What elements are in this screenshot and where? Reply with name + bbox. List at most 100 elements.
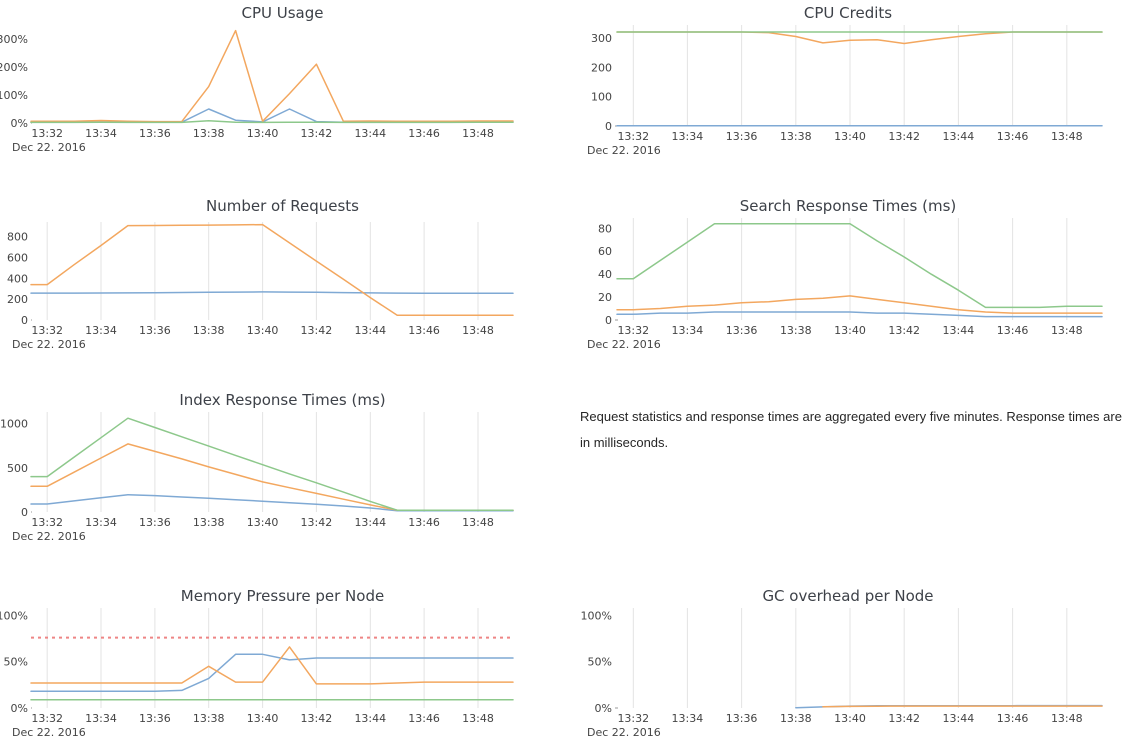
svg-text:13:32: 13:32 <box>31 324 63 337</box>
svg-text:0%: 0% <box>595 702 612 715</box>
memory-pressure-chart[interactable]: 0% 50% 100% 13:32 13:34 13:36 13:38 13:40 13:42 1… <box>0 605 565 741</box>
svg-text:13:40: 13:40 <box>247 324 279 337</box>
svg-text:13:48: 13:48 <box>1051 324 1083 337</box>
index-response-times-chart[interactable]: 0 500 1000 13:32 13:34 13:36 13:38 13:40 13:42 13… <box>0 409 565 549</box>
svg-text:13:44: 13:44 <box>943 712 975 725</box>
svg-text:13:46: 13:46 <box>408 324 440 337</box>
svg-text:13:40: 13:40 <box>247 516 279 529</box>
chart-title-memory-pressure: Memory Pressure per Node <box>180 587 385 605</box>
svg-text:13:34: 13:34 <box>85 712 117 725</box>
svg-text:100%: 100% <box>0 89 28 102</box>
svg-text:Dec 22. 2016: Dec 22. 2016 <box>12 141 86 154</box>
svg-text:13:48: 13:48 <box>462 127 494 140</box>
svg-text:13:36: 13:36 <box>726 324 758 337</box>
svg-text:13:46: 13:46 <box>997 324 1029 337</box>
svg-text:13:40: 13:40 <box>834 324 866 337</box>
svg-text:13:34: 13:34 <box>672 712 704 725</box>
svg-text:Dec 22. 2016: Dec 22. 2016 <box>587 726 661 739</box>
svg-text:0%: 0% <box>11 117 28 130</box>
number-of-requests-chart[interactable]: 0 200 400 600 800 13:32 13:34 13:36 13:38 13:40 13… <box>0 215 565 355</box>
svg-text:13:36: 13:36 <box>139 516 171 529</box>
svg-text:200: 200 <box>7 293 28 306</box>
svg-text:13:34: 13:34 <box>672 324 704 337</box>
svg-text:0: 0 <box>21 314 28 327</box>
svg-text:13:38: 13:38 <box>193 516 225 529</box>
search-response-times-panel: Search Response Times (ms) 0 20 40 60 80 13:3… <box>565 193 1131 387</box>
svg-text:13:36: 13:36 <box>139 324 171 337</box>
svg-text:0: 0 <box>605 314 612 327</box>
chart-title-gc-overhead: GC overhead per Node <box>762 587 934 605</box>
svg-text:100: 100 <box>591 91 612 104</box>
cpu-usage-chart[interactable]: 0% 100% 200% 300% 13:32 13:34 13:36 13:38 13:40 1… <box>0 22 565 162</box>
svg-text:13:32: 13:32 <box>31 516 63 529</box>
svg-text:13:32: 13:32 <box>617 712 649 725</box>
svg-text:13:42: 13:42 <box>301 516 333 529</box>
svg-text:13:32: 13:32 <box>31 712 63 725</box>
svg-text:300%: 300% <box>0 33 28 46</box>
svg-text:13:46: 13:46 <box>408 127 440 140</box>
svg-text:400: 400 <box>7 272 28 285</box>
svg-text:13:38: 13:38 <box>193 127 225 140</box>
svg-text:50%: 50% <box>588 656 612 669</box>
svg-text:13:32: 13:32 <box>617 324 649 337</box>
svg-text:13:46: 13:46 <box>408 516 440 529</box>
svg-text:Dec 22. 2016: Dec 22. 2016 <box>12 530 86 543</box>
svg-text:13:34: 13:34 <box>85 516 117 529</box>
cpu-credits-chart[interactable]: 0 100 200 300 13:32 13:34 13:36 13:38 13:40 13:42… <box>565 22 1131 162</box>
svg-text:0: 0 <box>21 506 28 519</box>
svg-text:800: 800 <box>7 231 28 244</box>
memory-pressure-panel: Memory Pressure per Node 0% 50% 100% 13:32 1… <box>0 583 565 741</box>
svg-text:13:42: 13:42 <box>301 712 333 725</box>
cpu-usage-panel: CPU Usage 0% 100% 200% 300% 13:32 13:34 13:36 1… <box>0 0 565 193</box>
svg-text:13:48: 13:48 <box>462 324 494 337</box>
svg-text:100%: 100% <box>0 609 28 622</box>
svg-text:13:38: 13:38 <box>780 324 812 337</box>
svg-text:13:42: 13:42 <box>888 712 920 725</box>
aggregation-note-panel: Request statistics and response times ar… <box>565 387 1131 583</box>
svg-text:13:42: 13:42 <box>888 130 920 143</box>
svg-text:Dec 22. 2016: Dec 22. 2016 <box>12 338 86 351</box>
number-of-requests-panel: Number of Requests 0 200 400 600 800 13:32 13:… <box>0 193 565 387</box>
svg-text:0: 0 <box>605 120 612 133</box>
chart-title-number-of-requests: Number of Requests <box>206 197 359 215</box>
gc-overhead-chart[interactable]: 0% 50% 100% 13:32 13:34 13:36 13:38 13:40 13:42 1… <box>565 605 1131 741</box>
svg-text:13:40: 13:40 <box>247 127 279 140</box>
svg-text:13:38: 13:38 <box>780 130 812 143</box>
svg-text:Dec 22. 2016: Dec 22. 2016 <box>587 144 661 157</box>
svg-text:100%: 100% <box>581 609 612 622</box>
svg-text:0%: 0% <box>11 702 28 715</box>
svg-text:13:36: 13:36 <box>139 712 171 725</box>
svg-text:13:44: 13:44 <box>943 130 975 143</box>
svg-text:13:44: 13:44 <box>354 516 386 529</box>
svg-text:13:48: 13:48 <box>1051 130 1083 143</box>
svg-text:13:38: 13:38 <box>193 712 225 725</box>
svg-text:13:32: 13:32 <box>31 127 63 140</box>
svg-text:Dec 22. 2016: Dec 22. 2016 <box>12 726 86 739</box>
svg-text:13:36: 13:36 <box>726 130 758 143</box>
svg-text:13:38: 13:38 <box>193 324 225 337</box>
svg-text:500: 500 <box>7 462 28 475</box>
search-response-times-chart[interactable]: 0 20 40 60 80 13:32 13:34 13:36 13:38 13:40 13:42 1… <box>565 215 1131 355</box>
svg-text:1000: 1000 <box>0 418 28 431</box>
aggregation-note: Request statistics and response times ar… <box>580 409 1122 450</box>
svg-text:13:32: 13:32 <box>617 130 649 143</box>
svg-text:13:38: 13:38 <box>780 712 812 725</box>
svg-text:80: 80 <box>598 222 612 235</box>
svg-text:13:40: 13:40 <box>834 712 866 725</box>
svg-text:13:34: 13:34 <box>85 127 117 140</box>
svg-text:13:42: 13:42 <box>888 324 920 337</box>
svg-text:13:44: 13:44 <box>354 712 386 725</box>
svg-text:13:48: 13:48 <box>1051 712 1083 725</box>
svg-text:13:42: 13:42 <box>301 127 333 140</box>
svg-text:200%: 200% <box>0 61 28 74</box>
svg-text:13:46: 13:46 <box>997 712 1029 725</box>
svg-text:Dec 22. 2016: Dec 22. 2016 <box>587 338 661 351</box>
svg-text:13:34: 13:34 <box>672 130 704 143</box>
svg-text:600: 600 <box>7 251 28 264</box>
chart-title-index-response-times: Index Response Times (ms) <box>179 391 386 409</box>
svg-text:13:46: 13:46 <box>997 130 1029 143</box>
svg-text:200: 200 <box>591 61 612 74</box>
svg-text:60: 60 <box>598 245 612 258</box>
chart-title-search-response-times: Search Response Times (ms) <box>739 197 957 215</box>
